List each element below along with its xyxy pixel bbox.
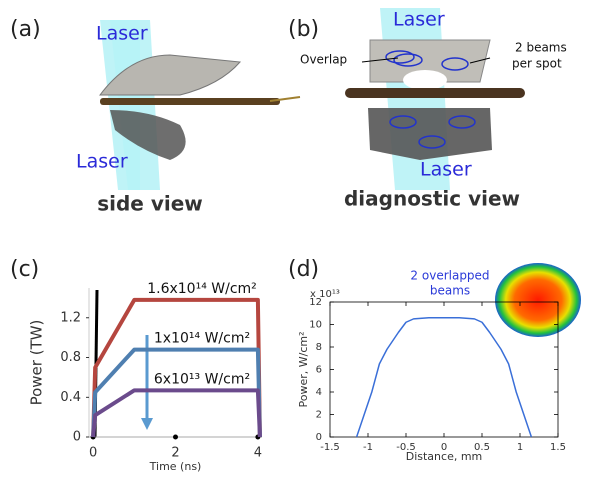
axis-multiplier: x 10¹³ (310, 289, 340, 300)
panel-label: (a) (10, 17, 41, 42)
annotation: per spot (512, 57, 562, 71)
series-line (357, 318, 532, 437)
laser-label: Laser (96, 23, 148, 45)
y-axis-label: Power (TW) (28, 320, 46, 406)
caption: diagnostic view (344, 187, 520, 211)
x-tick-label: 2 (171, 446, 179, 461)
laser-label: Laser (393, 9, 445, 31)
x-tick-label: 4 (254, 446, 262, 461)
beam-profile-image (495, 263, 581, 337)
panel-label: (d) (288, 257, 319, 282)
series-line (93, 350, 260, 437)
annotation: Overlap (300, 53, 347, 67)
y-tick-label: 0.8 (60, 350, 81, 365)
x-tick-label: -1 (363, 442, 373, 453)
y-axis-label: Power, W/cm² (297, 331, 310, 407)
x-tick (173, 435, 178, 440)
x-tick-label: -1.5 (320, 442, 340, 453)
caption: side view (97, 192, 203, 216)
y-tick-label: 8 (316, 342, 322, 353)
x-tick-label: 1 (517, 442, 523, 453)
series-label: 1.6x10¹⁴ W/cm² (147, 281, 257, 297)
laser-label: Laser (420, 159, 472, 181)
y-tick-label: 10 (309, 320, 322, 331)
y-tick-label: 0.4 (60, 390, 81, 405)
x-axis-label: Time (ns) (149, 460, 202, 473)
panel-label: (c) (10, 257, 39, 282)
y-tick-label: 1.2 (60, 310, 81, 325)
x-axis-label: Distance, mm (406, 450, 483, 463)
series-label: 6x10¹³ W/cm² (154, 371, 250, 387)
panel-label: (b) (288, 17, 319, 42)
annotation: beams (430, 284, 470, 298)
x-tick-label: 0 (89, 446, 97, 461)
figure: (a) Laser Laser side view (b) Laser Over… (0, 0, 596, 479)
y-tick-label: 4 (316, 387, 322, 398)
side-view-drawing (100, 20, 300, 190)
series-line (93, 390, 260, 437)
x-tick-label: 1.5 (550, 442, 566, 453)
series-label: 1x10¹⁴ W/cm² (154, 331, 250, 347)
annotation: 2 beams (515, 41, 567, 55)
y-tick-label: 2 (316, 410, 322, 421)
laser-label: Laser (76, 151, 128, 173)
y-tick-label: 6 (316, 365, 322, 376)
y-tick-label: 0 (73, 430, 81, 445)
annotation: 2 overlapped (410, 269, 489, 283)
